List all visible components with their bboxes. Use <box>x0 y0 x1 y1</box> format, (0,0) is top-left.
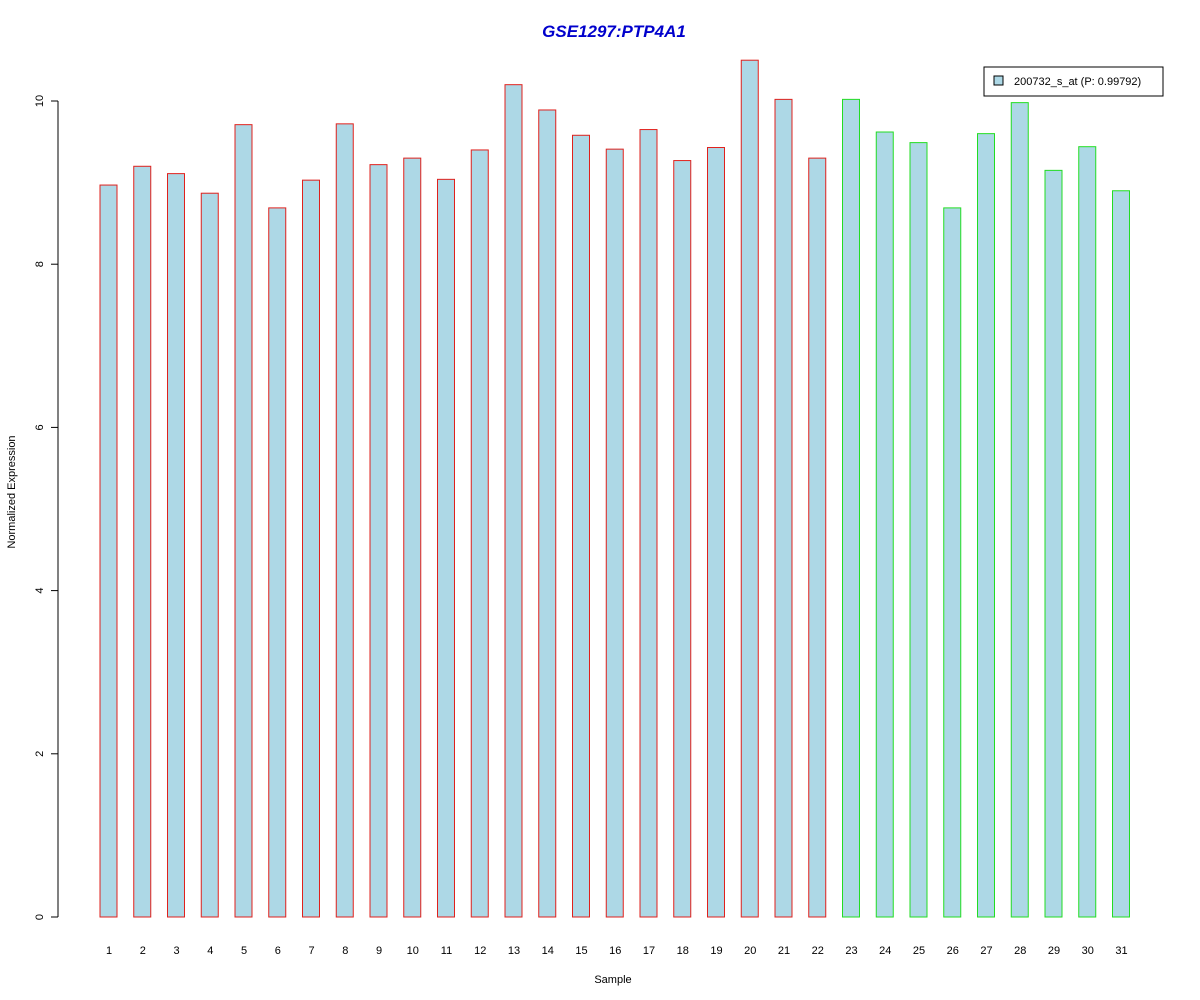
x-tick-label: 4 <box>207 945 213 957</box>
bar <box>808 157 827 918</box>
bar <box>875 131 894 918</box>
bar <box>909 142 928 918</box>
x-tick-label: 21 <box>778 945 790 957</box>
y-tick-label: 6 <box>34 424 46 430</box>
bar <box>1112 190 1130 918</box>
x-tick-label: 19 <box>710 945 722 957</box>
bar <box>200 192 219 918</box>
bar <box>403 157 422 918</box>
bar <box>504 84 523 918</box>
bar <box>302 179 320 918</box>
bar <box>707 147 725 918</box>
y-tick-label: 8 <box>34 261 46 267</box>
y-tick-label: 4 <box>34 588 46 594</box>
y-tick-label: 10 <box>34 95 46 107</box>
x-tick-label: 24 <box>879 945 891 957</box>
x-tick-label: 3 <box>173 945 179 957</box>
bar <box>943 207 962 918</box>
bar <box>1078 146 1097 918</box>
legend: 200732_s_at (P: 0.99792) <box>983 66 1164 97</box>
x-tick-label: 23 <box>845 945 857 957</box>
bar <box>234 124 253 918</box>
bar <box>740 59 759 918</box>
x-tick-label: 20 <box>744 945 756 957</box>
x-tick-label: 28 <box>1014 945 1026 957</box>
x-tick-label: 6 <box>275 945 281 957</box>
x-tick-label: 27 <box>980 945 992 957</box>
x-tick-labels: 1 2 3 4 5 6 7 8 9 10 11 12 13 14 15 16 17 18 19 20 21 22 23 24 2… <box>106 945 1128 957</box>
x-tick-label: 9 <box>376 945 382 957</box>
bar <box>1044 169 1063 918</box>
legend-swatch <box>993 75 1004 86</box>
x-tick-label: 5 <box>241 945 247 957</box>
x-tick-label: 29 <box>1048 945 1060 957</box>
x-tick-label: 22 <box>812 945 824 957</box>
bar <box>673 160 692 918</box>
x-axis-label: Sample <box>594 974 631 986</box>
bar <box>437 178 455 918</box>
bar <box>133 165 152 918</box>
x-tick-label: 15 <box>575 945 587 957</box>
bar <box>470 149 489 918</box>
y-tick-label: 2 <box>34 751 46 757</box>
x-tick-label: 7 <box>308 945 314 957</box>
bar <box>268 207 287 918</box>
x-tick-label: 8 <box>342 945 348 957</box>
bar <box>774 98 793 918</box>
bar <box>572 134 590 918</box>
bar <box>369 164 388 918</box>
x-tick-label: 25 <box>913 945 925 957</box>
bar <box>538 109 557 918</box>
x-tick-label: 31 <box>1115 945 1127 957</box>
y-axis: 0 2 4 6 8 10 <box>34 95 59 920</box>
bar <box>605 148 624 918</box>
x-tick-label: 2 <box>140 945 146 957</box>
x-tick-label: 12 <box>474 945 486 957</box>
bar <box>977 133 995 918</box>
bar <box>99 184 118 918</box>
x-tick-label: 1 <box>106 945 112 957</box>
bar <box>639 129 658 918</box>
x-tick-label: 17 <box>643 945 655 957</box>
bars <box>99 59 1130 918</box>
x-tick-label: 14 <box>542 945 554 957</box>
y-axis-label: Normalized Expression <box>6 435 18 548</box>
bar <box>1010 102 1029 918</box>
x-tick-label: 13 <box>508 945 520 957</box>
legend-label: 200732_s_at (P: 0.99792) <box>1014 76 1141 88</box>
x-tick-label: 18 <box>677 945 689 957</box>
legend-box <box>983 66 1164 97</box>
x-tick-label: 16 <box>609 945 621 957</box>
bar <box>167 173 185 918</box>
y-tick-label: 0 <box>34 914 46 920</box>
x-tick-label: 30 <box>1082 945 1094 957</box>
bar <box>335 123 354 918</box>
bar <box>842 98 860 918</box>
x-tick-label: 10 <box>407 945 419 957</box>
chart-title: GSE1297:PTP4A1 <box>542 22 686 41</box>
x-tick-label: 26 <box>947 945 959 957</box>
x-tick-label: 11 <box>441 945 452 957</box>
